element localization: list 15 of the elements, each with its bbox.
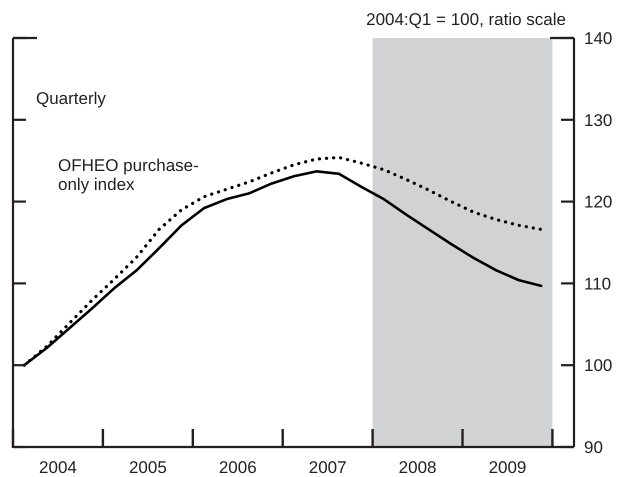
x-tick-label: 2005 xyxy=(128,458,167,477)
chart-title: 2004:Q1 = 100, ratio scale xyxy=(366,10,566,29)
x-tick-label: 2008 xyxy=(398,458,436,477)
x-tick-label: 2006 xyxy=(218,458,257,477)
y-tick-label: 100 xyxy=(584,356,612,376)
y-tick-label: 120 xyxy=(584,192,612,212)
y-tick-label: 140 xyxy=(584,29,612,48)
x-tick-label: 2009 xyxy=(488,458,526,477)
y-tick-label: 90 xyxy=(584,438,603,457)
x-tick-label: 2007 xyxy=(308,458,347,477)
y-tick-label: 130 xyxy=(584,110,612,130)
series-label: OFHEO purchase-only index xyxy=(58,156,199,194)
x-tick-label: 2004 xyxy=(39,458,77,477)
annotation: Quarterly xyxy=(36,89,106,108)
y-tick-label: 110 xyxy=(584,274,612,294)
